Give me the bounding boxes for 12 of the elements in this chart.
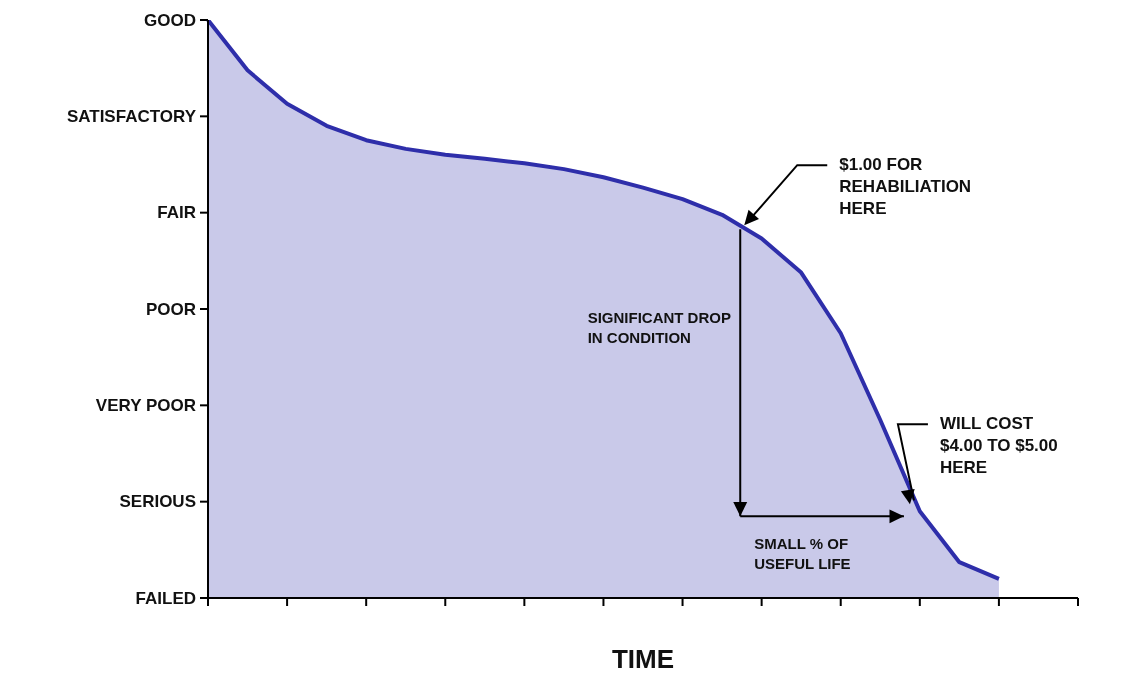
annotation: SMALL % OF USEFUL LIFE xyxy=(754,535,851,573)
text: SERIOUS xyxy=(119,492,196,512)
text: GOOD xyxy=(144,10,196,30)
x-axis-title: TIME xyxy=(611,644,675,674)
text: FAILED xyxy=(135,588,196,608)
annotation: WILL COST $4.00 TO $5.00 HERE xyxy=(939,414,1058,478)
annotation: $1.00 FOR REHABILIATION HERE xyxy=(839,155,972,219)
text: VERY POOR xyxy=(95,395,196,415)
text: POOR xyxy=(145,299,196,319)
annotation: SIGNIFICANT DROP IN CONDITION xyxy=(587,309,731,347)
text: FAIR xyxy=(157,203,196,223)
text: SATISFACTORY xyxy=(66,106,197,126)
